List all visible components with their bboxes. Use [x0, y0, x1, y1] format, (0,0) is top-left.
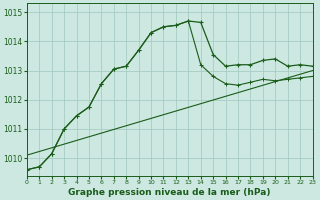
X-axis label: Graphe pression niveau de la mer (hPa): Graphe pression niveau de la mer (hPa) [68, 188, 271, 197]
